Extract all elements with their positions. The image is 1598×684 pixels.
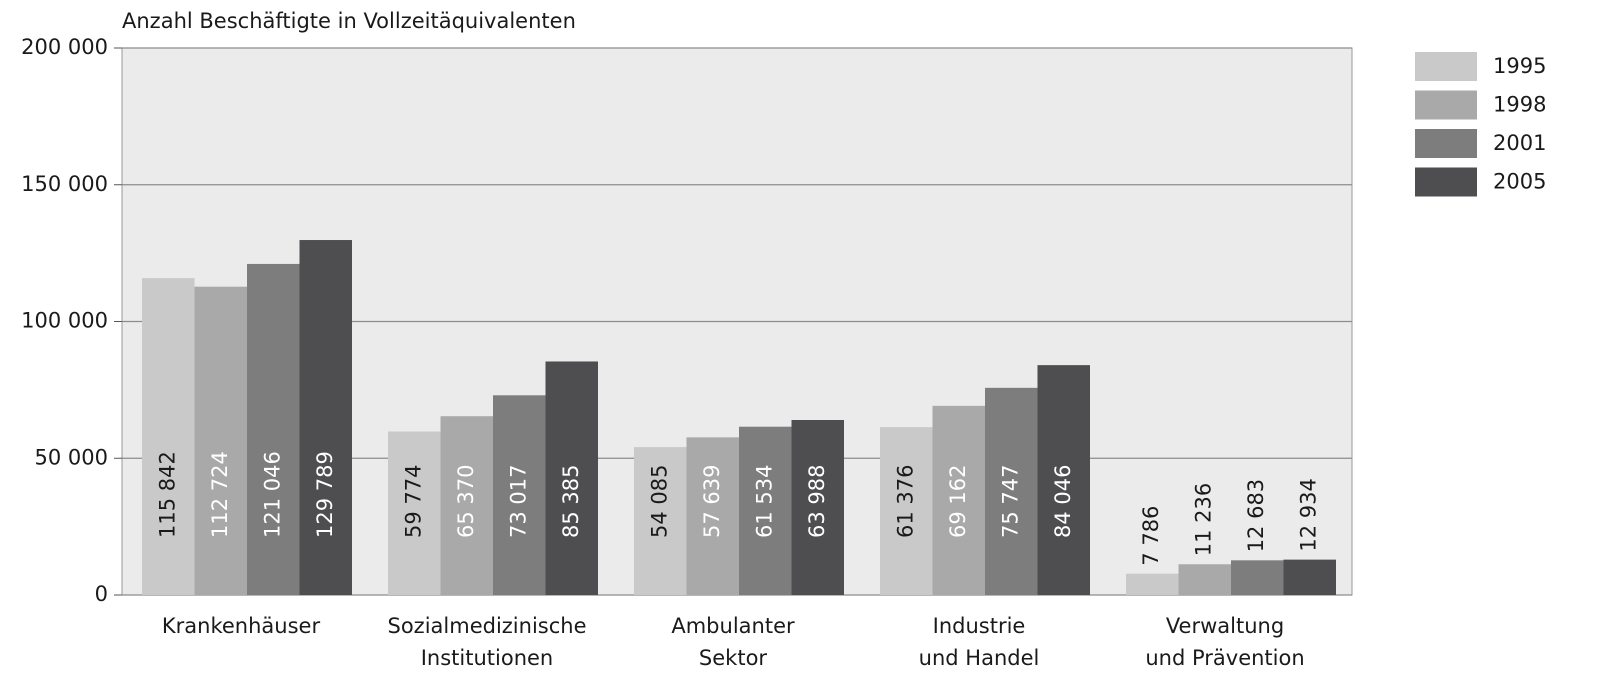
bar <box>1178 564 1231 595</box>
value-label: 7 786 <box>1139 506 1163 566</box>
legend-label: 2001 <box>1493 131 1546 155</box>
legend-label: 1998 <box>1493 93 1546 117</box>
x-tick-label: Industrie <box>933 614 1026 638</box>
axis-title: Anzahl Beschäftigte in Vollzeitäquivalen… <box>122 9 576 33</box>
legend-label: 2005 <box>1493 170 1546 194</box>
value-label: 69 162 <box>946 465 970 538</box>
bar <box>194 286 247 595</box>
value-label: 129 789 <box>313 451 337 538</box>
value-label: 54 085 <box>647 465 671 538</box>
value-label: 59 774 <box>401 465 425 538</box>
bar <box>985 387 1038 595</box>
bar <box>880 427 933 595</box>
bar <box>1283 559 1336 595</box>
x-tick-label: Sektor <box>699 646 767 670</box>
x-tick-label: Institutionen <box>421 646 554 670</box>
bar <box>932 405 985 595</box>
x-tick-label: Sozialmedizinische <box>388 614 587 638</box>
x-tick-label: Ambulanter <box>671 614 795 638</box>
value-label: 65 370 <box>454 465 478 538</box>
value-label: 63 988 <box>805 465 829 538</box>
legend-swatch <box>1415 129 1477 158</box>
bar <box>634 447 687 595</box>
bar <box>1231 560 1284 595</box>
legend-swatch <box>1415 90 1477 120</box>
value-label: 112 724 <box>208 451 232 538</box>
bar <box>1037 365 1090 595</box>
bar <box>440 416 493 595</box>
bar <box>545 361 598 595</box>
value-label: 73 017 <box>506 465 530 538</box>
x-tick-label: Verwaltung <box>1166 614 1284 638</box>
x-tick-label: und Handel <box>919 646 1040 670</box>
x-tick-label: und Prävention <box>1145 646 1304 670</box>
legend-swatch <box>1415 167 1477 197</box>
bar <box>791 419 844 595</box>
y-tick-label: 50 000 <box>35 445 108 469</box>
x-tick-label: Krankenhäuser <box>162 614 321 638</box>
bar <box>299 240 352 595</box>
value-label: 85 385 <box>559 465 583 538</box>
value-label: 12 683 <box>1244 479 1268 552</box>
bar <box>142 278 195 595</box>
value-label: 121 046 <box>260 451 284 538</box>
y-tick-label: 100 000 <box>21 309 108 333</box>
bar <box>686 437 739 595</box>
value-label: 57 639 <box>700 465 724 538</box>
bar <box>247 263 300 595</box>
legend-label: 1995 <box>1493 54 1546 78</box>
legend-swatch <box>1415 52 1477 81</box>
bar <box>739 426 792 595</box>
y-tick-label: 0 <box>95 582 108 606</box>
value-label: 61 534 <box>752 465 776 538</box>
bar <box>388 431 441 595</box>
y-tick-label: 200 000 <box>21 35 108 59</box>
value-label: 75 747 <box>998 465 1022 538</box>
bar <box>493 395 546 595</box>
value-label: 12 934 <box>1297 478 1321 551</box>
value-label: 11 236 <box>1192 483 1216 556</box>
value-label: 115 842 <box>155 451 179 538</box>
bar <box>1126 573 1179 595</box>
value-label: 84 046 <box>1051 465 1075 538</box>
y-tick-label: 150 000 <box>21 172 108 196</box>
value-label: 61 376 <box>893 465 917 538</box>
